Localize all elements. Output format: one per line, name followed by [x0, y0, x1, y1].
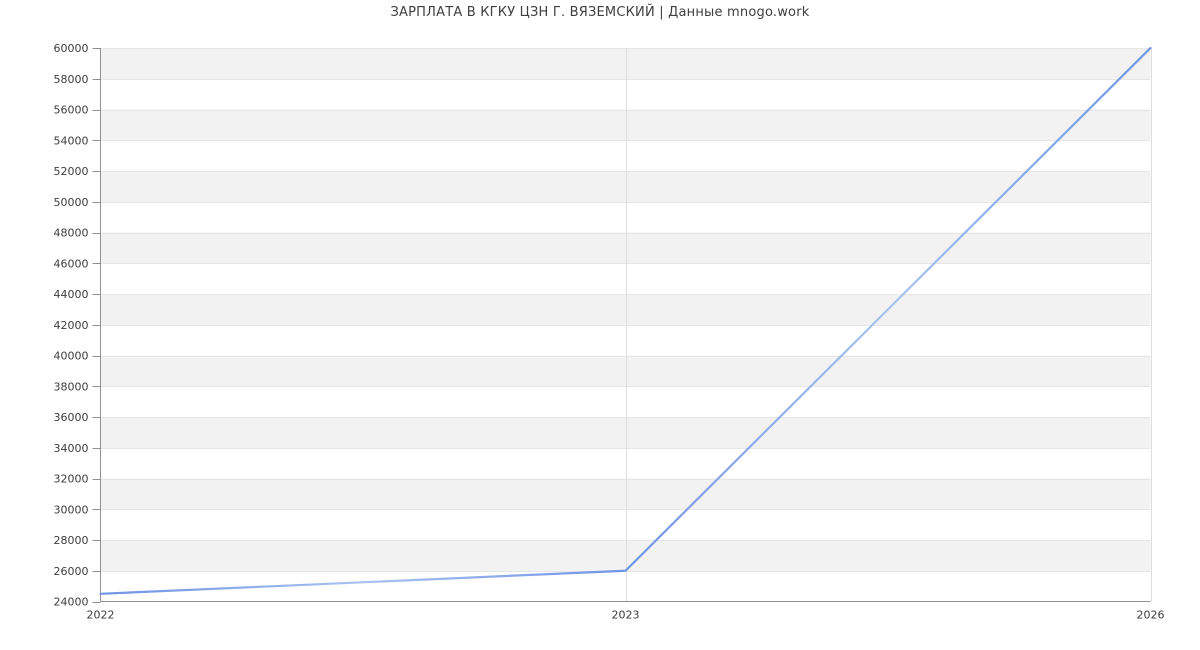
horizontal-gridlines — [100, 48, 1151, 572]
y-tick-label: 40000 — [54, 350, 89, 363]
y-tick-label: 42000 — [54, 319, 89, 332]
plot-band — [100, 171, 1151, 202]
y-tick-label: 26000 — [54, 565, 89, 578]
plot-band — [100, 478, 1151, 510]
plot-band — [100, 417, 1151, 448]
y-tick-label: 56000 — [54, 104, 89, 117]
chart-title: ЗАРПЛАТА В КГКУ ЦЗН Г. ВЯЗЕМСКИЙ | Данны… — [390, 5, 810, 20]
plot-band — [100, 109, 1151, 141]
y-tick-label: 58000 — [54, 73, 89, 86]
y-tick-marks — [92, 48, 101, 603]
y-tick-label: 52000 — [54, 165, 89, 178]
y-tick-label: 54000 — [54, 134, 89, 147]
x-tick-label: 2026 — [1137, 609, 1165, 622]
plot-bands — [100, 48, 1151, 571]
y-tick-label: 30000 — [54, 503, 89, 516]
y-tick-label: 50000 — [54, 196, 89, 209]
y-tick-label: 44000 — [54, 288, 89, 301]
plot-band — [100, 294, 1151, 325]
salary-series-line — [99, 46, 1152, 595]
vertical-gridlines — [626, 48, 1152, 602]
x-tick-label: 2023 — [612, 609, 640, 622]
y-tick-label: 38000 — [54, 380, 89, 393]
y-tick-label: 24000 — [54, 596, 89, 609]
plot-band — [100, 48, 1151, 79]
x-tick-label: 2022 — [87, 609, 115, 622]
x-tick-labels: 2022 2023 2026 — [87, 609, 1165, 622]
y-tick-label: 46000 — [54, 257, 89, 270]
y-tick-label: 28000 — [54, 534, 89, 547]
y-tick-label: 36000 — [54, 411, 89, 424]
y-tick-label: 60000 — [54, 42, 89, 55]
y-tick-labels: 24000 26000 28000 30000 32000 34000 36000 38000… — [54, 42, 89, 609]
y-tick-label: 32000 — [54, 473, 89, 486]
plot-band — [100, 232, 1151, 264]
plot-band — [100, 355, 1151, 387]
y-tick-label: 34000 — [54, 442, 89, 455]
y-tick-label: 48000 — [54, 227, 89, 240]
plot-band — [100, 540, 1151, 571]
